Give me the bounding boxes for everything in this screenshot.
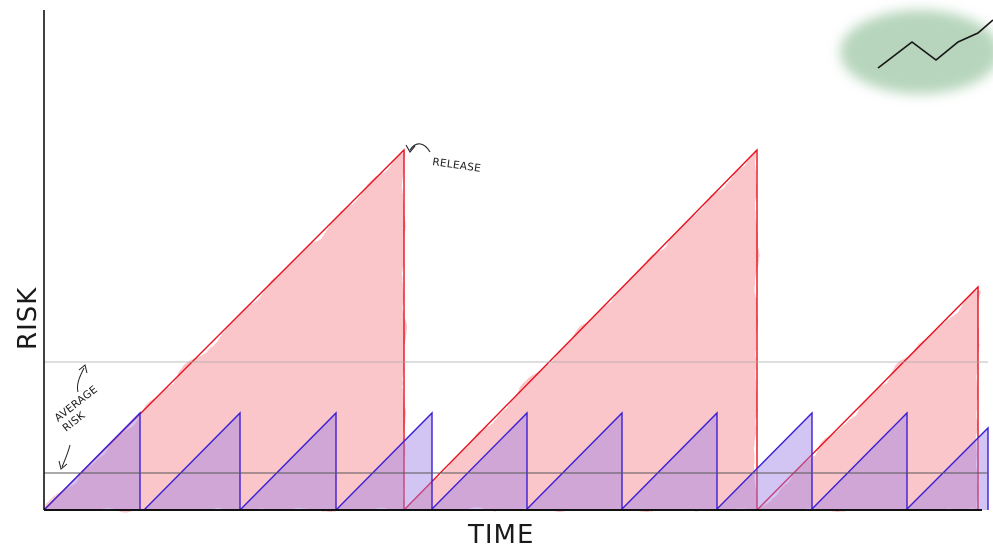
short-cycle-6 [525, 411, 623, 511]
arrow-down-icon [61, 444, 71, 468]
short-cycle-2 [143, 411, 241, 511]
long-cycle-2 [403, 148, 758, 511]
x-axis-title: TIME [467, 520, 534, 548]
short-cycle-5 [430, 411, 528, 511]
y-axis-title: RISK [13, 287, 43, 350]
release-arrow-icon [409, 143, 431, 153]
rising-line-thumbnail-icon [840, 10, 993, 94]
release-annotation: RELEASE [405, 143, 482, 175]
average-risk-annotation: AVERAGE RISK [52, 364, 100, 470]
arrow-up-icon [77, 367, 85, 393]
short-cycle-1 [43, 411, 141, 511]
short-cycle-10 [905, 426, 989, 511]
short-cycle-7 [620, 411, 718, 511]
short-cycle-4 [335, 411, 433, 511]
short-cycle-9 [810, 411, 908, 511]
short-cycle-8 [715, 411, 813, 511]
short-cycle-3 [239, 411, 337, 511]
release-label: RELEASE [432, 156, 482, 175]
short-release-cycles [43, 411, 989, 511]
